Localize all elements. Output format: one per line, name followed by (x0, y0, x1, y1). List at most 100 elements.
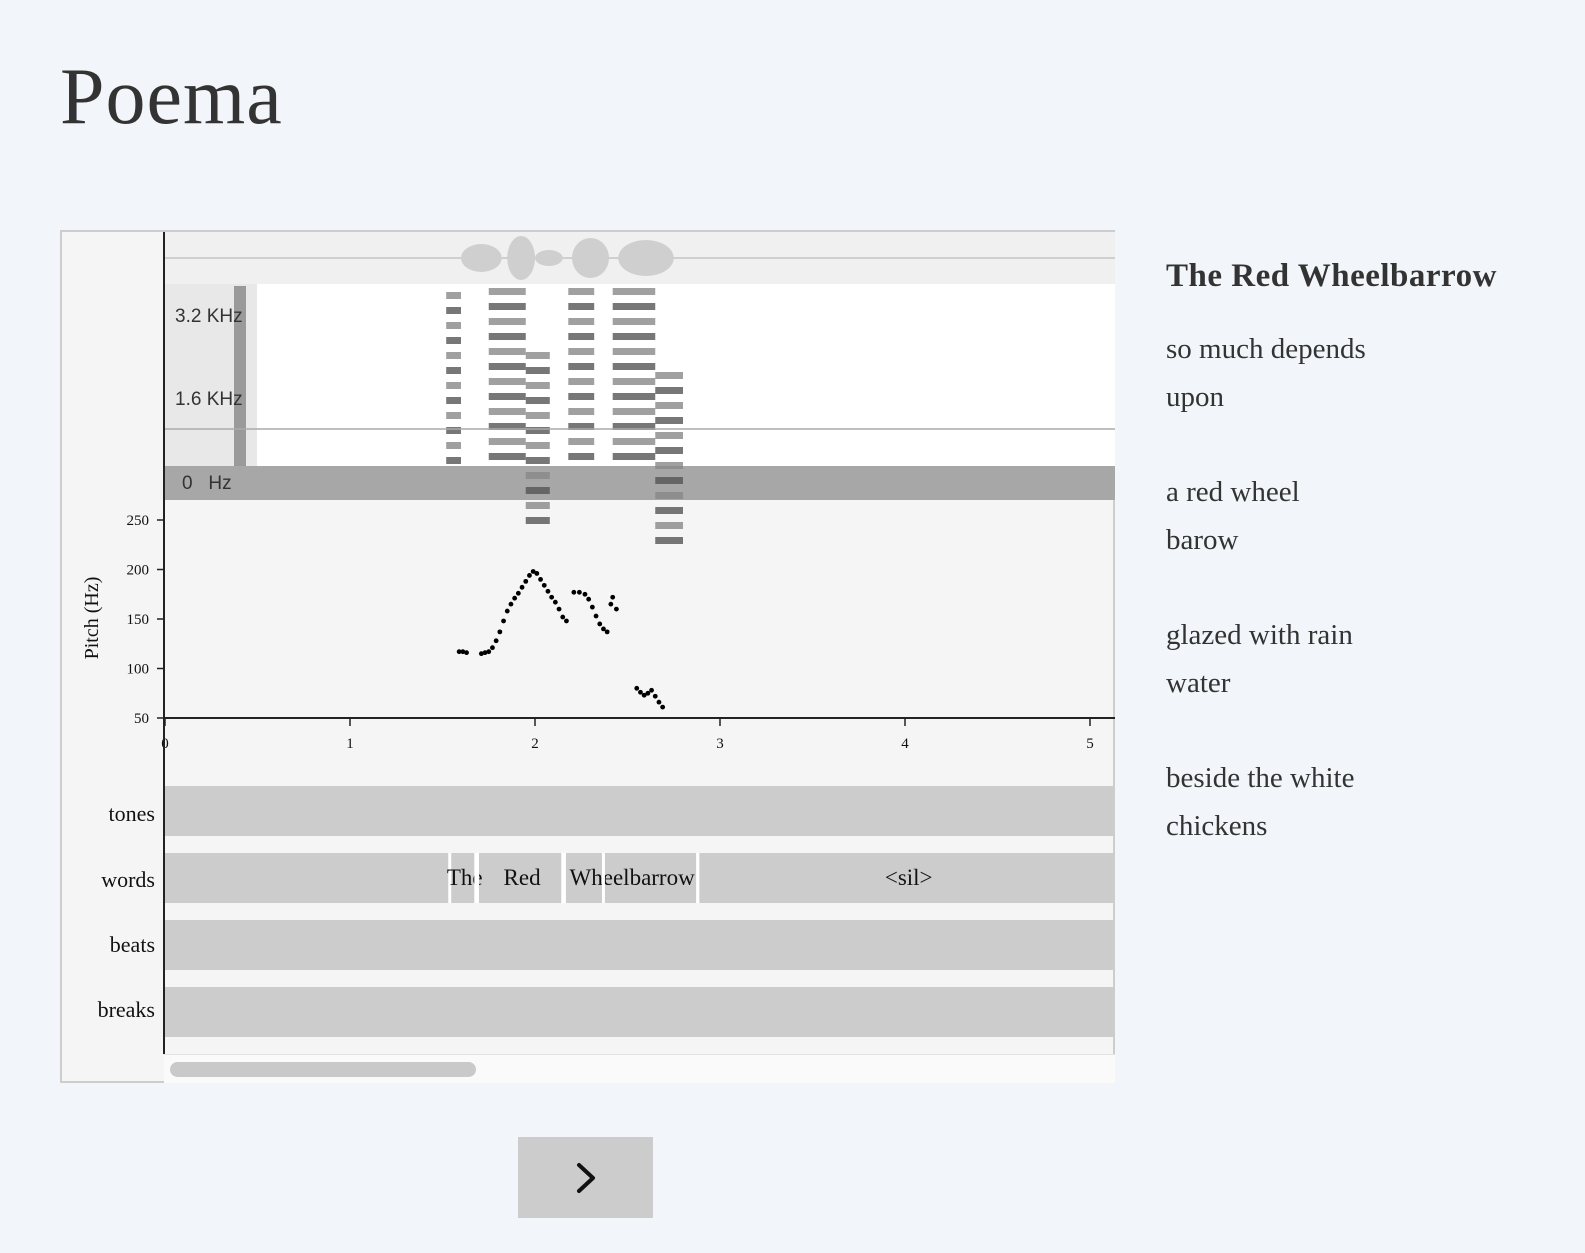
spectrogram-streak (568, 318, 595, 325)
poem-line: glazed with rain (1166, 619, 1353, 651)
spectrogram-streak (612, 363, 656, 370)
spectrogram-streak (525, 427, 550, 434)
pitch-point (464, 650, 469, 656)
spectrogram-streak (612, 348, 656, 355)
x-tick-label: 5 (1086, 736, 1094, 752)
spectrogram-streak (612, 318, 656, 325)
spectrogram-streak (488, 303, 526, 310)
pitch-point (589, 604, 595, 610)
horizontal-scrollbar[interactable] (164, 1054, 1115, 1083)
y-tick-label: 50 (134, 711, 149, 727)
spectrogram-streak (612, 288, 656, 295)
spectrogram-streak (446, 442, 461, 449)
poem-line: upon (1166, 381, 1224, 413)
pitch-point (571, 589, 577, 595)
poem-stanza: beside the white chickens (1166, 754, 1566, 850)
spectrogram-streak (568, 303, 595, 310)
pitch-point (601, 626, 606, 632)
poem-line: a red wheel (1166, 476, 1300, 508)
spectrogram-streak (655, 402, 683, 409)
speech-analysis-viewer[interactable]: 3.2 KHz 1.6 KHz 0 Hz Pitch (Hz) 250 200 15… (60, 230, 1115, 1083)
spectrogram-streak (655, 387, 683, 394)
pitch-point (490, 645, 495, 651)
pitch-point (652, 693, 658, 699)
spectrogram-streak (525, 397, 550, 404)
pitch-point (608, 601, 614, 607)
spectrogram-streak (525, 412, 550, 419)
spectrogram-streak (446, 352, 461, 359)
spectrogram-streak (488, 363, 526, 370)
freq-label-1600: 1.6 KHz (175, 389, 243, 410)
pitch-point (530, 569, 536, 574)
pitch-point (582, 591, 588, 597)
pitch-point (660, 704, 666, 710)
spectrogram-streak (488, 453, 526, 460)
spectrogram-streak (568, 378, 595, 385)
y-tick-label: 150 (127, 612, 150, 628)
spectrogram-streak (525, 472, 550, 479)
pitch-point (593, 613, 599, 619)
spectrogram-streak (612, 303, 656, 310)
pitch-point (538, 577, 543, 582)
spectrogram-streak (525, 502, 550, 509)
tier-tones[interactable] (165, 786, 1115, 836)
word-segments[interactable]: The Red Wheelbarrow <sil> (447, 853, 933, 903)
pitch-point (482, 650, 488, 656)
pitch-point (552, 599, 558, 605)
spectrogram-streak (446, 382, 461, 389)
pitch-point (515, 590, 521, 596)
spectrogram-streak (525, 487, 550, 494)
spectrogram-streak (446, 367, 461, 374)
word-label[interactable]: Red (504, 865, 542, 890)
pitch-contour (456, 569, 666, 710)
poem-stanza: so much depends upon (1166, 325, 1566, 421)
word-label[interactable]: <sil> (885, 865, 933, 890)
word-label[interactable]: Wheelbarrow (570, 865, 696, 890)
pitch-point (545, 588, 551, 594)
pitch-point (634, 685, 640, 691)
waveform (461, 236, 674, 280)
next-button[interactable] (518, 1137, 653, 1218)
spectrogram-streak (612, 453, 656, 460)
waveform-burst (507, 236, 535, 280)
poem-title: The Red Wheelbarrow (1166, 258, 1497, 294)
pitch-point (534, 571, 540, 576)
pitch-point (614, 606, 619, 612)
tier-label-beats: beats (110, 932, 155, 957)
spectrogram-streak (612, 378, 656, 385)
spectrogram-streak (612, 423, 656, 430)
poem-line: beside the white (1166, 762, 1355, 794)
waveform-burst (461, 244, 502, 272)
pitch-point (564, 618, 569, 624)
spectrogram-streak (655, 537, 683, 544)
spectrogram-streak (488, 348, 526, 355)
x-tick-label: 2 (531, 736, 539, 752)
spectrogram-streak (568, 423, 595, 430)
tier-breaks[interactable] (165, 987, 1115, 1037)
viewer-canvas[interactable]: 3.2 KHz 1.6 KHz 0 Hz Pitch (Hz) 25020015… (62, 232, 1115, 1083)
pitch-point (460, 649, 466, 655)
tier-beats[interactable] (165, 920, 1115, 970)
spectrogram-streak (446, 427, 461, 434)
spectrogram-streak (655, 477, 683, 484)
pitch-point (523, 578, 529, 584)
tier-words[interactable] (165, 853, 1115, 903)
spectrogram-streak (568, 438, 595, 445)
spectrogram-streak (655, 432, 683, 439)
spectrogram-streak (568, 363, 595, 370)
pitch-point (645, 690, 651, 696)
pitch-point (586, 596, 592, 602)
tier-label-words: words (101, 867, 155, 892)
freq-label-3200: 3.2 KHz (175, 306, 243, 327)
y-tick-label: 200 (127, 563, 150, 579)
spectrogram-streak (568, 333, 595, 340)
scrollbar-thumb[interactable] (170, 1062, 476, 1077)
spectrogram-streak (655, 447, 683, 454)
pitch-point (501, 618, 506, 624)
pitch-point (478, 651, 484, 657)
spectrogram-streak (655, 507, 683, 514)
y-tick-label: 250 (127, 513, 150, 529)
poem-line: so much depends (1166, 333, 1366, 365)
pitch-point (556, 606, 562, 612)
